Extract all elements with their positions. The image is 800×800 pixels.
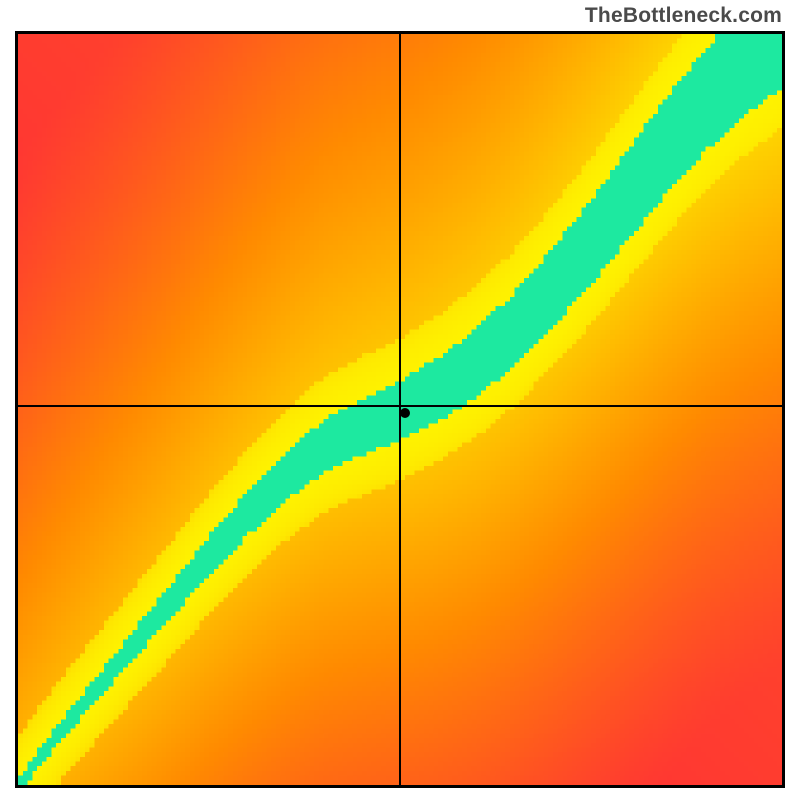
crosshair-horizontal [18,405,782,407]
watermark-text: TheBottleneck.com [585,4,782,28]
marker-point [400,408,410,418]
chart-container: TheBottleneck.com [0,0,800,800]
